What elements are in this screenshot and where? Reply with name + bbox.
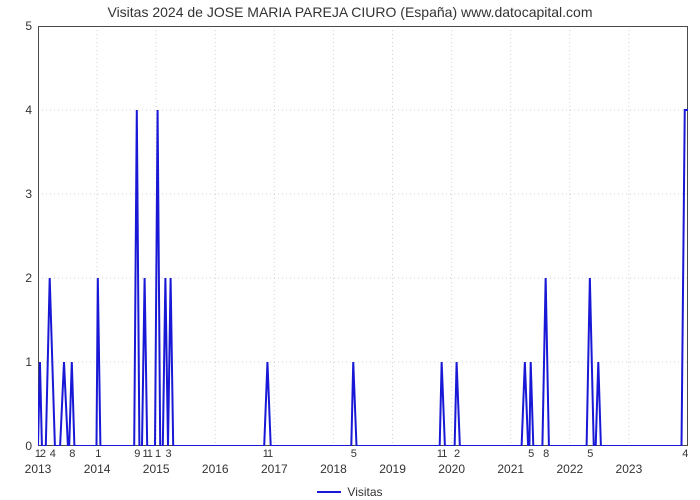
x-sub-label: 5 [351, 448, 356, 460]
x-axis-sub-labels: 12481911131151125854 [38, 448, 688, 462]
x-sub-label: 2 [454, 448, 459, 460]
x-sub-label: 1 [95, 448, 100, 460]
x-sub-label: 4 [682, 448, 687, 460]
y-tick-label: 3 [0, 187, 32, 201]
x-sub-label: 1 [155, 448, 160, 460]
x-sub-label: 12 [35, 448, 45, 460]
x-year-label: 2018 [320, 462, 347, 476]
x-year-label: 2020 [438, 462, 465, 476]
x-year-label: 2013 [25, 462, 52, 476]
y-tick-label: 5 [0, 19, 32, 33]
x-year-label: 2016 [202, 462, 229, 476]
y-tick-label: 0 [0, 439, 32, 453]
x-year-label: 2023 [616, 462, 643, 476]
x-year-label: 2019 [379, 462, 406, 476]
y-axis-labels: 012345 [0, 26, 32, 446]
x-sub-label: 11 [263, 448, 272, 460]
chart-container: Visitas 2024 de JOSE MARIA PAREJA CIURO … [0, 0, 700, 500]
x-sub-label: 11 [142, 448, 151, 460]
x-sub-label: 4 [50, 448, 55, 460]
y-tick-label: 4 [0, 103, 32, 117]
x-sub-label: 3 [165, 448, 170, 460]
y-tick-label: 1 [0, 355, 32, 369]
x-year-label: 2014 [84, 462, 111, 476]
plot-area [38, 26, 688, 446]
y-tick-label: 2 [0, 271, 32, 285]
legend-item-visitas: Visitas [317, 485, 382, 499]
x-sub-label: 8 [69, 448, 74, 460]
chart-title: Visitas 2024 de JOSE MARIA PAREJA CIURO … [0, 4, 700, 20]
x-year-label: 2015 [143, 462, 170, 476]
x-sub-label: 8 [543, 448, 548, 460]
x-year-label: 2017 [261, 462, 288, 476]
x-sub-label: 5 [587, 448, 592, 460]
legend: Visitas [0, 480, 700, 499]
x-axis-labels: 2013201420152016201720182019202020212022… [38, 462, 688, 478]
x-year-label: 2021 [497, 462, 524, 476]
line-chart-svg [38, 26, 688, 446]
x-year-label: 2022 [556, 462, 583, 476]
x-sub-label: 5 [528, 448, 533, 460]
legend-label: Visitas [347, 485, 382, 499]
x-sub-label: 11 [437, 448, 446, 460]
x-sub-label: 9 [134, 448, 139, 460]
legend-swatch [317, 491, 341, 493]
